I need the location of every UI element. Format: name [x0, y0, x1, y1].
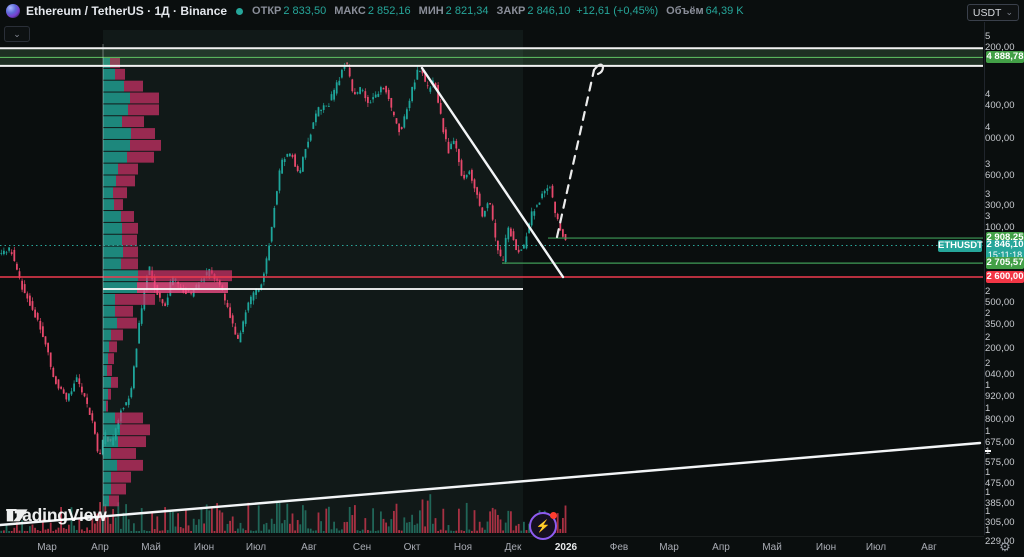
symbol-title[interactable]: Ethereum / TetherUS · 1Д · Binance — [26, 4, 228, 18]
close-label: ЗАКР — [496, 5, 526, 17]
price-badge: 2 600,00 — [986, 271, 1024, 283]
high-label: МАКС — [334, 5, 366, 17]
open-label: ОТКР — [252, 5, 282, 17]
price-tick: 4 000,00 — [985, 122, 1015, 145]
price-tick: 5 200,00 — [985, 31, 1015, 53]
time-axis[interactable]: Фев Мар Апр Май Июн Июл Авг Сен Окт Ноя Дек 2026 Фев… — [0, 536, 984, 557]
time-label-month: Фев — [609, 542, 629, 553]
time-label-month: Ноя — [453, 542, 473, 553]
lightning-icon: ⚡ — [535, 519, 551, 533]
currency-label: USDT — [972, 6, 1002, 19]
time-label-month: Авг — [301, 542, 317, 553]
price-tick: 1 229.00 — [985, 525, 1015, 547]
volume-value: 64,39 K — [705, 5, 744, 17]
price-tick: 3 600,00 — [985, 158, 1015, 181]
low-value: 2 821,34 — [445, 5, 489, 17]
time-label-month: Апр — [91, 542, 109, 553]
tradingview-watermark[interactable]: TradingView — [6, 505, 107, 526]
time-label-month: Окт — [403, 542, 421, 553]
open-value: 2 833,50 — [283, 5, 327, 17]
symbol-tag: ETHUSDT — [938, 239, 983, 252]
volume-label: Объём — [666, 5, 704, 17]
price-tick: 2 350,00 — [985, 308, 1015, 330]
time-label-month: Апр — [712, 542, 730, 553]
watermark-label: TradingView — [6, 505, 107, 525]
price-tick: 1 385,00 — [985, 486, 1015, 509]
axis-settings-gear-icon[interactable]: ⚙ — [999, 539, 1011, 554]
time-label-month: Дек — [504, 542, 522, 553]
time-label-month: Июн — [815, 542, 837, 553]
price-badge: 2 846,10 15:11:18 — [986, 238, 1024, 261]
currency-selector-button[interactable]: USDT ⌄ — [966, 4, 1019, 21]
symbol-info-bar: Ethereum / TetherUS · 1Д · Binance ОТКР … — [0, 0, 984, 22]
time-label-year: 2026 — [554, 542, 578, 553]
high-value: 2 852,16 — [367, 5, 411, 17]
low-label: МИН — [418, 5, 444, 17]
price-badge: 2 705,57 — [986, 257, 1024, 270]
time-label-month: Июн — [193, 542, 215, 553]
price-tick: 2 500,00 — [985, 285, 1015, 308]
price-badge: 4 888,78 — [986, 51, 1024, 64]
levels-layer — [0, 44, 983, 533]
price-tick: 3 300,00 — [985, 189, 1015, 212]
market-status-icon — [236, 7, 244, 15]
trendline-level-marker — [985, 449, 991, 452]
time-label-month: Май — [141, 542, 161, 553]
chevron-down-icon: ⌄ — [1005, 7, 1013, 17]
time-label-month: Фев — [0, 542, 8, 553]
time-label-month: Сен — [352, 542, 372, 553]
time-label-month: Июл — [245, 542, 267, 553]
price-tick: 1 800,00 — [985, 403, 1015, 425]
price-tick: 2 040,00 — [985, 358, 1015, 381]
close-value: 2 846,10 — [527, 5, 571, 17]
time-label-month: Мар — [37, 542, 57, 553]
boost-button[interactable]: ⚡ — [529, 512, 557, 540]
volume-layer — [0, 494, 567, 533]
price-axis[interactable]: 5 200,00 4 400,00 4 000,00 3 600,00 3 300,00… — [938, 22, 1024, 547]
price-tick: 1 675,00 — [985, 426, 1015, 448]
time-label-month: Мар — [659, 542, 679, 553]
price-tick: 2 200,00 — [985, 331, 1015, 354]
notification-dot — [550, 512, 557, 519]
price-tick: 4 400,00 — [985, 89, 1015, 112]
background-layer — [103, 30, 523, 533]
price-tick: 1 920,00 — [985, 380, 1015, 402]
chevron-down-icon: ⌄ — [13, 28, 21, 39]
time-label-month: Май — [762, 542, 782, 553]
expand-legend-button[interactable]: ⌄ — [4, 26, 30, 42]
time-label-month: Июл — [865, 542, 887, 553]
volume-profile-layer — [103, 57, 232, 507]
price-tick: 1 475,00 — [985, 466, 1015, 489]
tradingview-logo-icon — [6, 509, 28, 522]
bar-countdown: 15:11:18 — [987, 250, 1023, 261]
time-label-month: Авг — [921, 542, 937, 553]
drawings-layer — [0, 63, 982, 527]
price-tick: 3 100,00 — [985, 210, 1015, 233]
price-tick: 1 305,00 — [985, 505, 1015, 528]
change-value: +12,61 (+0,45%) — [576, 5, 659, 17]
ethereum-logo-icon — [6, 4, 20, 18]
